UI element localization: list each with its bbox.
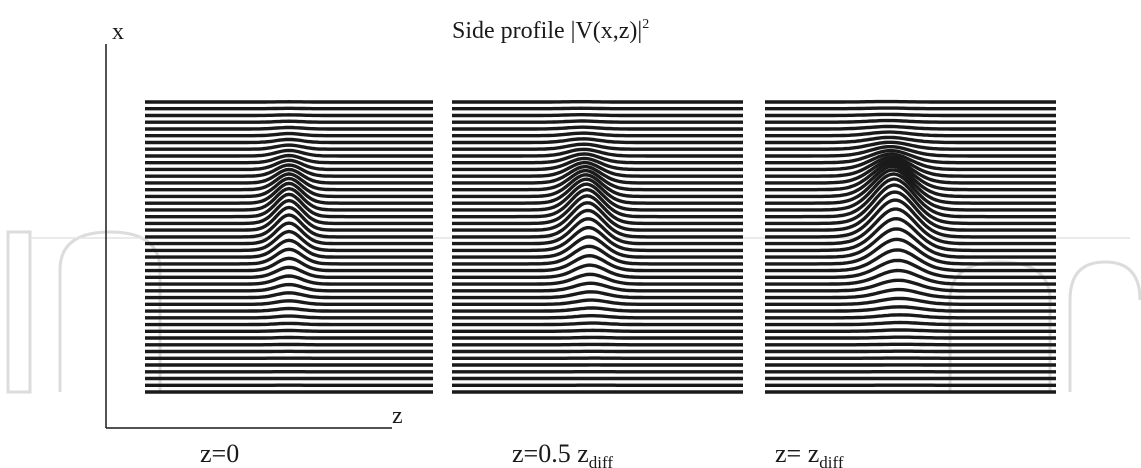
profile-line [452, 272, 743, 286]
profile-line [145, 256, 433, 273]
profile-line [452, 306, 743, 313]
profile-line [765, 106, 1056, 111]
profile-line [765, 130, 1056, 138]
profile-line [765, 335, 1056, 340]
figure-title: Side profile |V(x,z)|2 [452, 17, 649, 44]
profile-line [765, 237, 1056, 266]
profile-line [765, 148, 1056, 165]
profile-line [452, 328, 743, 333]
profile-line [145, 314, 433, 320]
profile-line [452, 321, 743, 327]
profile-line [765, 258, 1056, 279]
profile-line [452, 152, 743, 165]
profile-line [765, 313, 1056, 320]
profile-line [145, 274, 433, 286]
profile-line [765, 112, 1056, 118]
profile-line [145, 282, 433, 293]
profile-line [452, 335, 743, 340]
profile-line [452, 156, 743, 172]
profile-line [765, 248, 1056, 273]
profile-line [765, 118, 1056, 124]
profile-line [145, 119, 433, 124]
profile-line [452, 142, 743, 151]
profile-line [765, 124, 1056, 131]
panel-z-half-diff [452, 100, 743, 394]
panel-3-caption: z= zdiff [775, 439, 844, 468]
profile-line [145, 113, 433, 118]
profile-line [145, 291, 433, 300]
profile-line [765, 268, 1056, 286]
title-superscript: 2 [642, 17, 649, 32]
profile-line [452, 281, 743, 293]
profile-line [145, 321, 433, 327]
profile-line [765, 152, 1056, 172]
profile-line [452, 244, 743, 266]
profile-line [452, 137, 743, 145]
profile-line [765, 140, 1056, 151]
profile-line [145, 299, 433, 306]
profile-line [145, 131, 433, 138]
panel-2-caption: z=0.5 zdiff [512, 439, 613, 468]
profile-line [145, 306, 433, 313]
profile-line [452, 113, 743, 118]
profile-line [452, 253, 743, 273]
profile-line [765, 342, 1056, 347]
profile-line [452, 298, 743, 306]
profile-line [765, 328, 1056, 333]
axis-x-label: x [112, 19, 124, 45]
panel-z0 [145, 99, 433, 394]
profile-line [452, 131, 743, 138]
profile-line [145, 265, 433, 279]
profile-line [145, 137, 433, 145]
profile-line [452, 314, 743, 320]
profile-line [452, 263, 743, 279]
panel-1-caption: z=0 [200, 439, 239, 468]
profile-line [765, 305, 1056, 313]
profile-line [765, 135, 1056, 145]
profile-line [765, 145, 1056, 158]
profile-line [145, 143, 433, 151]
axis-z-label: z [392, 403, 403, 429]
profile-line [145, 328, 433, 333]
profile-line [765, 287, 1056, 300]
profile-line [452, 147, 743, 158]
profile-line [452, 125, 743, 131]
profile-line [452, 106, 743, 111]
profile-line [145, 125, 433, 131]
profile-line [452, 290, 743, 300]
panel-z-diff [765, 99, 1056, 394]
profile-line [452, 119, 743, 124]
profile-line [765, 278, 1056, 293]
profile-line [765, 320, 1056, 327]
profile-line [145, 335, 433, 340]
profile-line [145, 148, 433, 158]
profile-line [765, 296, 1056, 306]
